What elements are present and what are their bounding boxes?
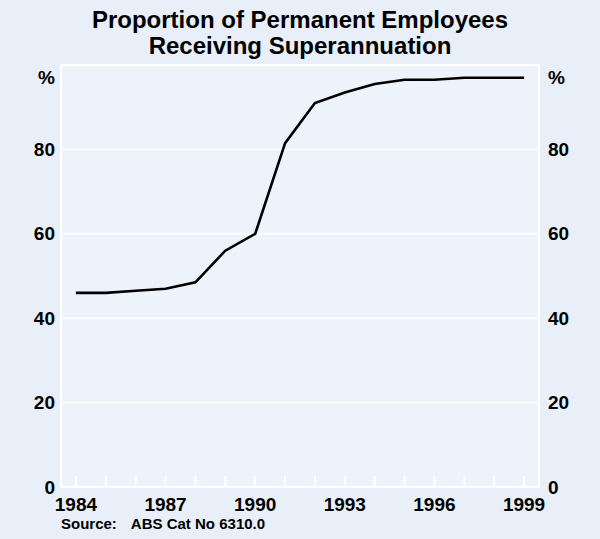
y-tick-label: 60 [548, 223, 592, 244]
plot-background [61, 65, 539, 487]
y-tick-label: 80 [548, 139, 592, 160]
y-axis-unit-right: % [548, 67, 588, 88]
y-axis-unit-left: % [15, 67, 55, 88]
x-tick-label: 1990 [220, 494, 290, 515]
source-text: ABS Cat No 6310.0 [131, 515, 265, 532]
plot-canvas [0, 0, 600, 539]
y-tick-label: 40 [548, 308, 592, 329]
x-tick-label: 1993 [310, 494, 380, 515]
y-tick-label: 20 [548, 392, 592, 413]
y-tick-label: 60 [11, 223, 55, 244]
y-tick-label: 20 [11, 392, 55, 413]
y-tick-label: 40 [11, 308, 55, 329]
x-tick-label: 1987 [131, 494, 201, 515]
x-tick-label: 1999 [489, 494, 559, 515]
x-tick-label: 1984 [41, 494, 111, 515]
x-tick-label: 1996 [399, 494, 469, 515]
chart: Proportion of Permanent Employees Receiv… [0, 0, 600, 539]
source-note: Source: ABS Cat No 6310.0 [61, 515, 265, 532]
y-tick-label: 80 [11, 139, 55, 160]
source-label: Source: [61, 515, 117, 532]
